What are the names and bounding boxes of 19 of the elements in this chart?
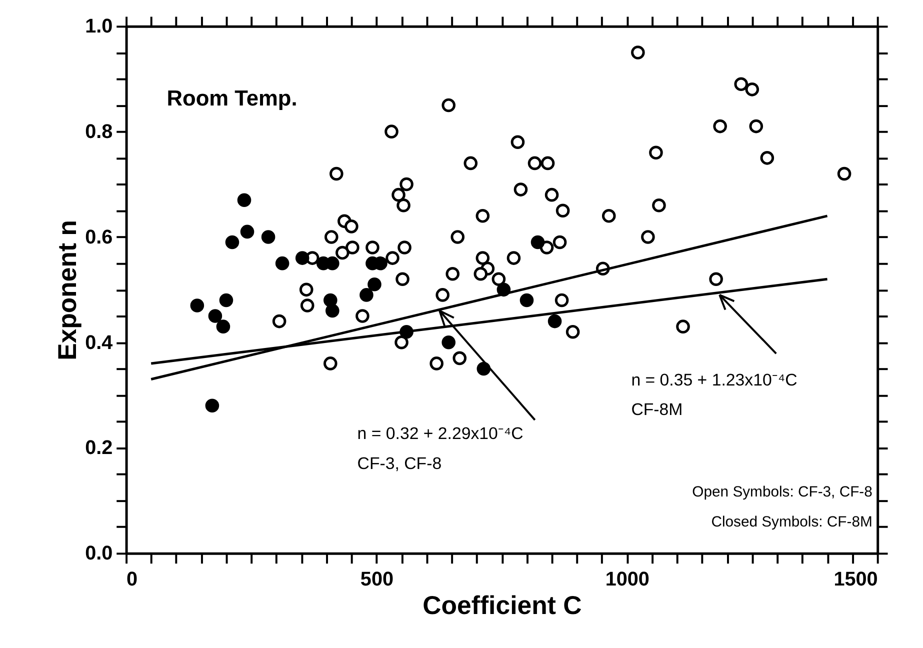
annotation: CF-8M <box>631 400 683 420</box>
annotation: CF-3, CF-8 <box>357 454 442 473</box>
x-tick-label: 1000 <box>605 568 650 590</box>
y-tick-label: 0.4 <box>85 332 113 354</box>
annotation: Closed Symbols: CF-8M <box>711 514 872 530</box>
y-tick-label: 0.2 <box>85 437 113 460</box>
annotation: n = 0.32 + 2.29x10⁻⁴C <box>357 424 524 444</box>
y-tick-label: 0.6 <box>85 226 113 248</box>
y-tick-label: 1.0 <box>85 16 113 38</box>
y-tick-label: 0.8 <box>85 121 113 144</box>
annotation: n = 0.35 + 1.23x10⁻⁴C <box>631 370 798 390</box>
x-tick-label: 1500 <box>834 568 878 590</box>
x-tick-label: 500 <box>360 568 394 590</box>
annotation: Room Temp. <box>166 86 298 111</box>
y-tick-label: 0.0 <box>85 542 113 565</box>
annotation: Open Symbols: CF-3, CF-8 <box>692 484 872 501</box>
y-axis-title: Exponent n <box>54 220 82 360</box>
x-axis-title: Coefficient C <box>422 592 582 620</box>
x-tick-label: 0 <box>126 568 138 590</box>
